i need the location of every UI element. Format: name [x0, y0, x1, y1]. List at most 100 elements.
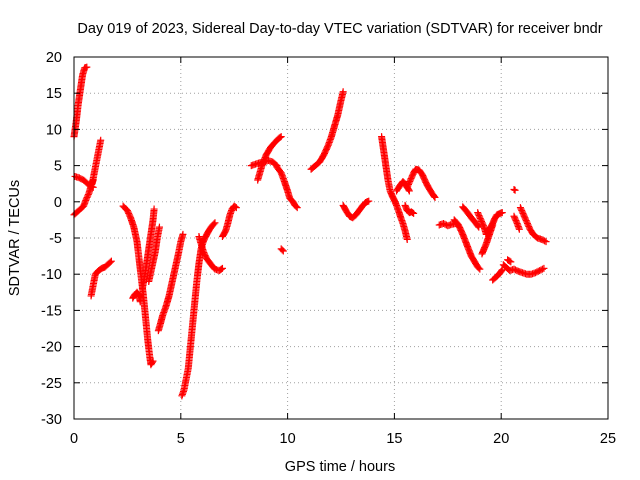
y-tick-label: -25 [41, 376, 62, 392]
x-axis-label: GPS time / hours [285, 459, 395, 475]
data-point [210, 220, 218, 228]
data-point [430, 192, 438, 200]
data-point [507, 258, 515, 266]
x-tick-label: 0 [70, 431, 78, 447]
series-segment-s13 [199, 219, 219, 246]
axes: 0 5 10 15 20 25 -30 -25 -20 -15 -10 -5 0 5 10 15 20 [41, 50, 616, 447]
y-axis-label: SDTVAR / TECUs [7, 180, 23, 296]
series-segment-s7 [129, 288, 144, 306]
y-tick-label: 0 [54, 195, 62, 211]
y-tick-label: 10 [46, 122, 62, 138]
data-point [293, 204, 301, 212]
series-segment-s3 [71, 172, 97, 191]
series-segment-s16 [254, 133, 285, 184]
data-point [511, 186, 519, 194]
x-tick-label: 10 [280, 431, 296, 447]
series-segment-s29 [478, 221, 497, 258]
y-tick-label: -10 [41, 267, 62, 283]
data-point [83, 63, 91, 71]
data-point [365, 197, 373, 205]
data-point [431, 193, 439, 201]
y-tick-label: -5 [49, 231, 62, 247]
y-tick-label: -20 [41, 340, 62, 356]
series-segment-s4 [88, 136, 105, 188]
data-point [279, 247, 287, 255]
data-point [106, 258, 114, 266]
data-point [211, 219, 219, 227]
data-point [476, 265, 484, 273]
data-point [276, 133, 284, 141]
y-tick-label: 15 [46, 86, 62, 102]
data-point [541, 237, 549, 245]
series-segment-s34 [510, 212, 523, 233]
data-point [107, 257, 115, 265]
data-point [149, 357, 157, 365]
series-segment-s18 [277, 245, 287, 255]
series-segment-s10 [154, 230, 187, 335]
x-tick-label: 20 [493, 431, 509, 447]
series-segment-s8 [138, 205, 158, 293]
x-tick-label: 5 [177, 431, 185, 447]
data-point [136, 298, 144, 306]
data-point [97, 136, 105, 144]
data-point [217, 265, 225, 273]
data-point [277, 133, 285, 141]
data-point [155, 223, 163, 231]
grid-lines [74, 57, 608, 419]
data-point [540, 264, 548, 272]
series-segment-s30 [489, 266, 506, 284]
series-segment-s35 [510, 185, 519, 194]
data-point [409, 209, 417, 217]
series-segment-s27 [459, 203, 483, 231]
data-point [489, 221, 497, 229]
series-segment-s23 [403, 165, 439, 201]
series-segment-s26 [450, 216, 484, 273]
data-point [498, 266, 506, 274]
data-point [89, 183, 97, 191]
series-segment-s33 [516, 204, 550, 246]
y-tick-label: 5 [54, 159, 62, 175]
chart-title: Day 019 of 2023, Sidereal Day-to-day VTE… [77, 21, 602, 37]
series-segment-s31 [499, 261, 548, 278]
series-segment-s12 [195, 233, 226, 275]
y-tick-label: -15 [41, 303, 62, 319]
data-point [475, 264, 483, 272]
data-point [339, 88, 347, 96]
data-point [403, 235, 411, 243]
series-segment-s9 [145, 223, 163, 285]
data-point [218, 264, 226, 272]
data-point [498, 209, 506, 217]
data-point [231, 203, 239, 211]
series-segment-s20 [339, 197, 373, 222]
data-point [292, 203, 300, 211]
data-point [498, 267, 506, 275]
data-point [148, 358, 156, 366]
x-tick-label: 25 [600, 431, 616, 447]
x-tick-label: 15 [386, 431, 402, 447]
series-segment-s11 [178, 238, 207, 400]
data-point [510, 185, 518, 193]
data-point [506, 257, 514, 265]
series-segment-s32 [504, 256, 515, 266]
y-tick-label: -30 [41, 412, 62, 428]
data-point [179, 230, 187, 238]
data-point [542, 238, 550, 246]
series-segment-s2 [70, 63, 91, 141]
series-segment-s17 [273, 163, 301, 212]
series-segment-s21 [378, 133, 411, 243]
data-point [405, 187, 413, 195]
data-point [232, 204, 240, 212]
data-point [278, 246, 286, 254]
series-segment-s5 [87, 257, 115, 300]
series-segment-s19 [307, 88, 347, 173]
data-point [538, 265, 546, 273]
data-series [70, 63, 550, 400]
data-point [150, 205, 158, 213]
series-segment-s14 [218, 202, 240, 241]
series-segment-s6 [119, 202, 157, 369]
y-tick-label: 20 [46, 50, 62, 66]
data-point [410, 209, 418, 217]
series-segment-s24 [401, 201, 418, 217]
